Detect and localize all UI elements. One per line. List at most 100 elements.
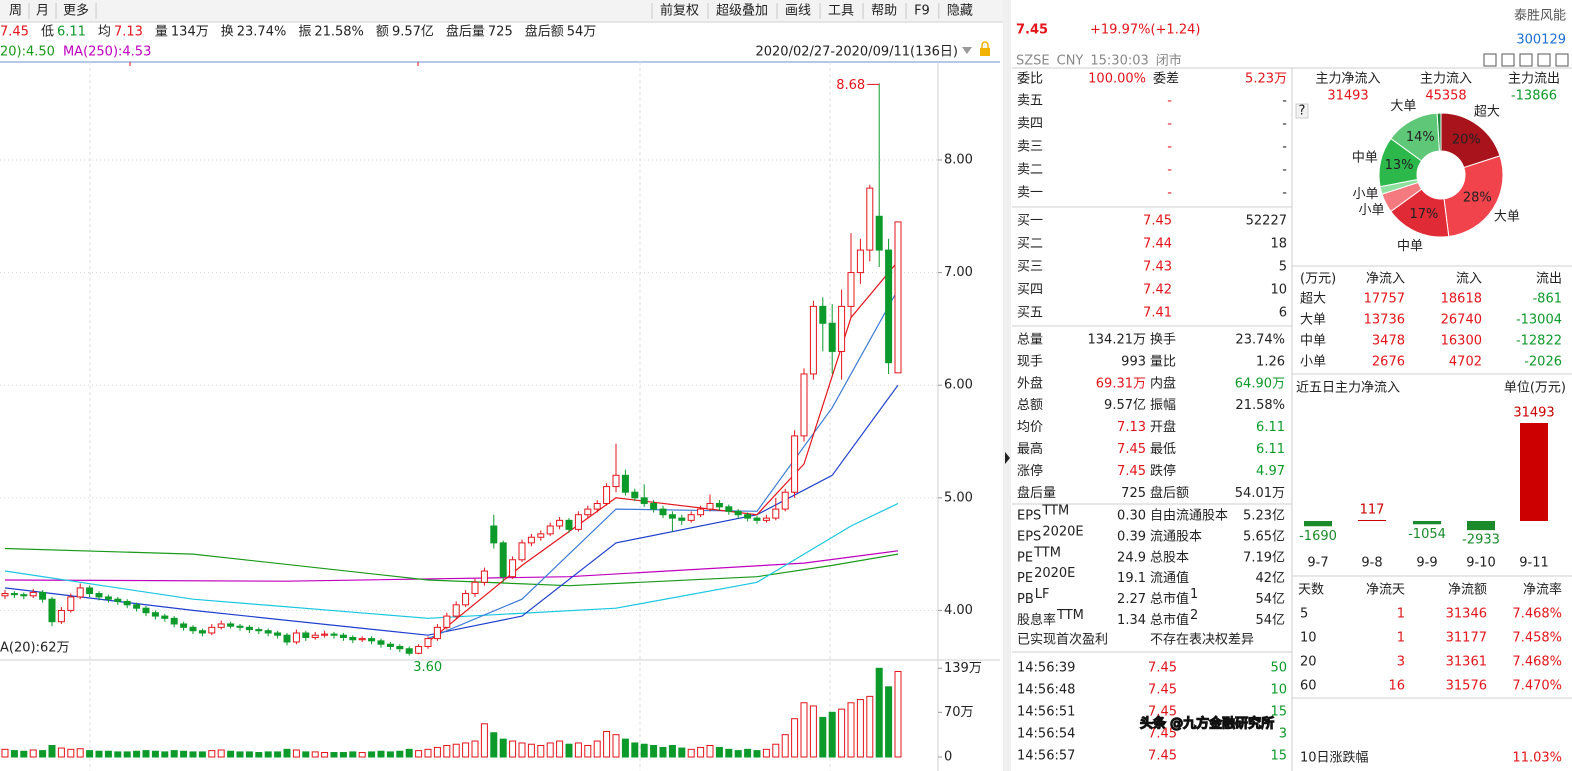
trade-time: 14:56:57 bbox=[1017, 749, 1075, 764]
info-value: 9.57亿 bbox=[392, 25, 434, 40]
y-tick-label: 4.00 bbox=[944, 603, 973, 618]
fund-label-sup: 2020E bbox=[1034, 566, 1075, 581]
candle-body bbox=[170, 617, 178, 625]
volume-bar bbox=[856, 699, 864, 758]
candle-body bbox=[67, 596, 75, 611]
candle-body bbox=[86, 587, 94, 595]
table-cell: 16300 bbox=[1441, 334, 1482, 349]
info-value: 725 bbox=[488, 25, 513, 40]
flow-bar bbox=[1304, 521, 1332, 527]
info-label: 均 bbox=[98, 25, 111, 40]
volume-bar bbox=[762, 748, 770, 758]
fund-value: 0.30 bbox=[1117, 509, 1146, 524]
toolbar-button[interactable]: 工具 bbox=[828, 4, 854, 19]
toolbar-button[interactable]: 更多 bbox=[63, 3, 89, 19]
stat-value: 134.21万 bbox=[1088, 333, 1147, 348]
candle-body bbox=[274, 632, 282, 636]
candle-body bbox=[396, 645, 404, 650]
flow-header: 主力净流入 bbox=[1315, 72, 1380, 87]
table-cell: 2676 bbox=[1372, 355, 1405, 370]
splitter[interactable] bbox=[1003, 0, 1011, 771]
volume-bar bbox=[368, 751, 376, 758]
candle-body bbox=[311, 634, 319, 638]
toolbar-button[interactable]: F9 bbox=[914, 4, 930, 19]
stat-value: 6.11 bbox=[1256, 442, 1285, 457]
table-cell: -13004 bbox=[1516, 313, 1562, 328]
stat-label: 总量 bbox=[1017, 333, 1043, 348]
pie-label: 超大 bbox=[1474, 104, 1500, 119]
tool-icon[interactable] bbox=[1483, 53, 1497, 67]
order-volume: 5 bbox=[1279, 260, 1287, 275]
candle-body bbox=[415, 645, 423, 654]
toolbar-button[interactable]: 周 bbox=[9, 4, 22, 19]
volume-bar bbox=[527, 743, 535, 758]
candle-body bbox=[180, 623, 188, 628]
tool-icon[interactable] bbox=[1537, 53, 1551, 67]
table-cell: 中单 bbox=[1300, 334, 1326, 349]
candle-body bbox=[574, 514, 582, 530]
candle-body bbox=[76, 587, 84, 598]
volume-bar bbox=[415, 750, 423, 758]
flow-bar bbox=[1467, 521, 1495, 531]
unit-label: 单位(万元) bbox=[1504, 381, 1566, 396]
lock-icon[interactable] bbox=[980, 48, 990, 56]
candle-body bbox=[227, 623, 235, 627]
flow-bar-label: -1690 bbox=[1299, 529, 1337, 544]
table-cell: 超大 bbox=[1300, 292, 1326, 307]
flow-bar bbox=[1520, 423, 1548, 521]
candle-body bbox=[161, 615, 169, 619]
info-value: 6.11 bbox=[57, 25, 86, 40]
candle-body bbox=[875, 215, 883, 251]
order-volume: - bbox=[1282, 163, 1287, 178]
table-cell: 31361 bbox=[1446, 655, 1487, 670]
volume-bar bbox=[76, 748, 84, 758]
toolbar-button[interactable]: 帮助 bbox=[871, 4, 897, 19]
pie-label: 中单 bbox=[1352, 150, 1378, 165]
toolbar-button[interactable]: 超级叠加 bbox=[716, 4, 768, 19]
volume-bar bbox=[847, 702, 855, 758]
tool-icon[interactable] bbox=[1501, 53, 1515, 67]
x-tick-label: 9-8 bbox=[1361, 556, 1382, 571]
order-level: 卖三 bbox=[1017, 140, 1043, 155]
order-price: - bbox=[1167, 94, 1172, 109]
fund-label: EPS bbox=[1017, 509, 1041, 524]
volume-bar bbox=[321, 752, 329, 758]
candle-body bbox=[499, 542, 507, 578]
stat-value: 725 bbox=[1121, 486, 1146, 501]
volume-bar bbox=[142, 750, 150, 758]
candle-body bbox=[57, 609, 65, 623]
toolbar-button[interactable]: 前复权 bbox=[660, 3, 699, 19]
flow-value: -13866 bbox=[1511, 89, 1557, 104]
toolbar-button[interactable]: 隐藏 bbox=[947, 4, 973, 19]
tail-value: 11.03% bbox=[1512, 751, 1562, 766]
dropdown-icon[interactable] bbox=[962, 47, 972, 54]
toolbar-button[interactable]: 月 bbox=[36, 4, 49, 19]
volume-bar bbox=[631, 742, 639, 758]
candle-body bbox=[443, 615, 451, 628]
moving-average bbox=[427, 289, 899, 640]
volume-bar bbox=[180, 750, 188, 758]
stat-value: 7.45 bbox=[1117, 442, 1146, 457]
candle-body bbox=[10, 593, 18, 596]
volume-bar bbox=[687, 748, 695, 758]
collapse-arrow[interactable] bbox=[1005, 452, 1010, 464]
candle-body bbox=[151, 612, 159, 617]
help-button[interactable] bbox=[1295, 103, 1309, 119]
table-cell: 小单 bbox=[1300, 355, 1326, 370]
pie-value-label: 14% bbox=[1406, 130, 1435, 145]
stat-value: 21.58% bbox=[1235, 398, 1285, 413]
fund-label-sup: 2 bbox=[1190, 608, 1198, 623]
stock-name: 泰胜风能 bbox=[1514, 9, 1566, 24]
volume-bar bbox=[697, 746, 705, 758]
info-label: 量 bbox=[155, 25, 168, 40]
pie-label: 大单 bbox=[1494, 209, 1520, 224]
last-price: 7.45 bbox=[1016, 23, 1048, 38]
order-volume: - bbox=[1282, 140, 1287, 155]
tool-icon[interactable] bbox=[1555, 53, 1569, 67]
moving-average bbox=[4, 550, 899, 582]
tool-icon[interactable] bbox=[1519, 53, 1533, 67]
candle-body bbox=[725, 506, 733, 512]
toolbar-button[interactable]: 画线 bbox=[785, 4, 811, 19]
x-tick-label: 9-11 bbox=[1519, 556, 1549, 571]
